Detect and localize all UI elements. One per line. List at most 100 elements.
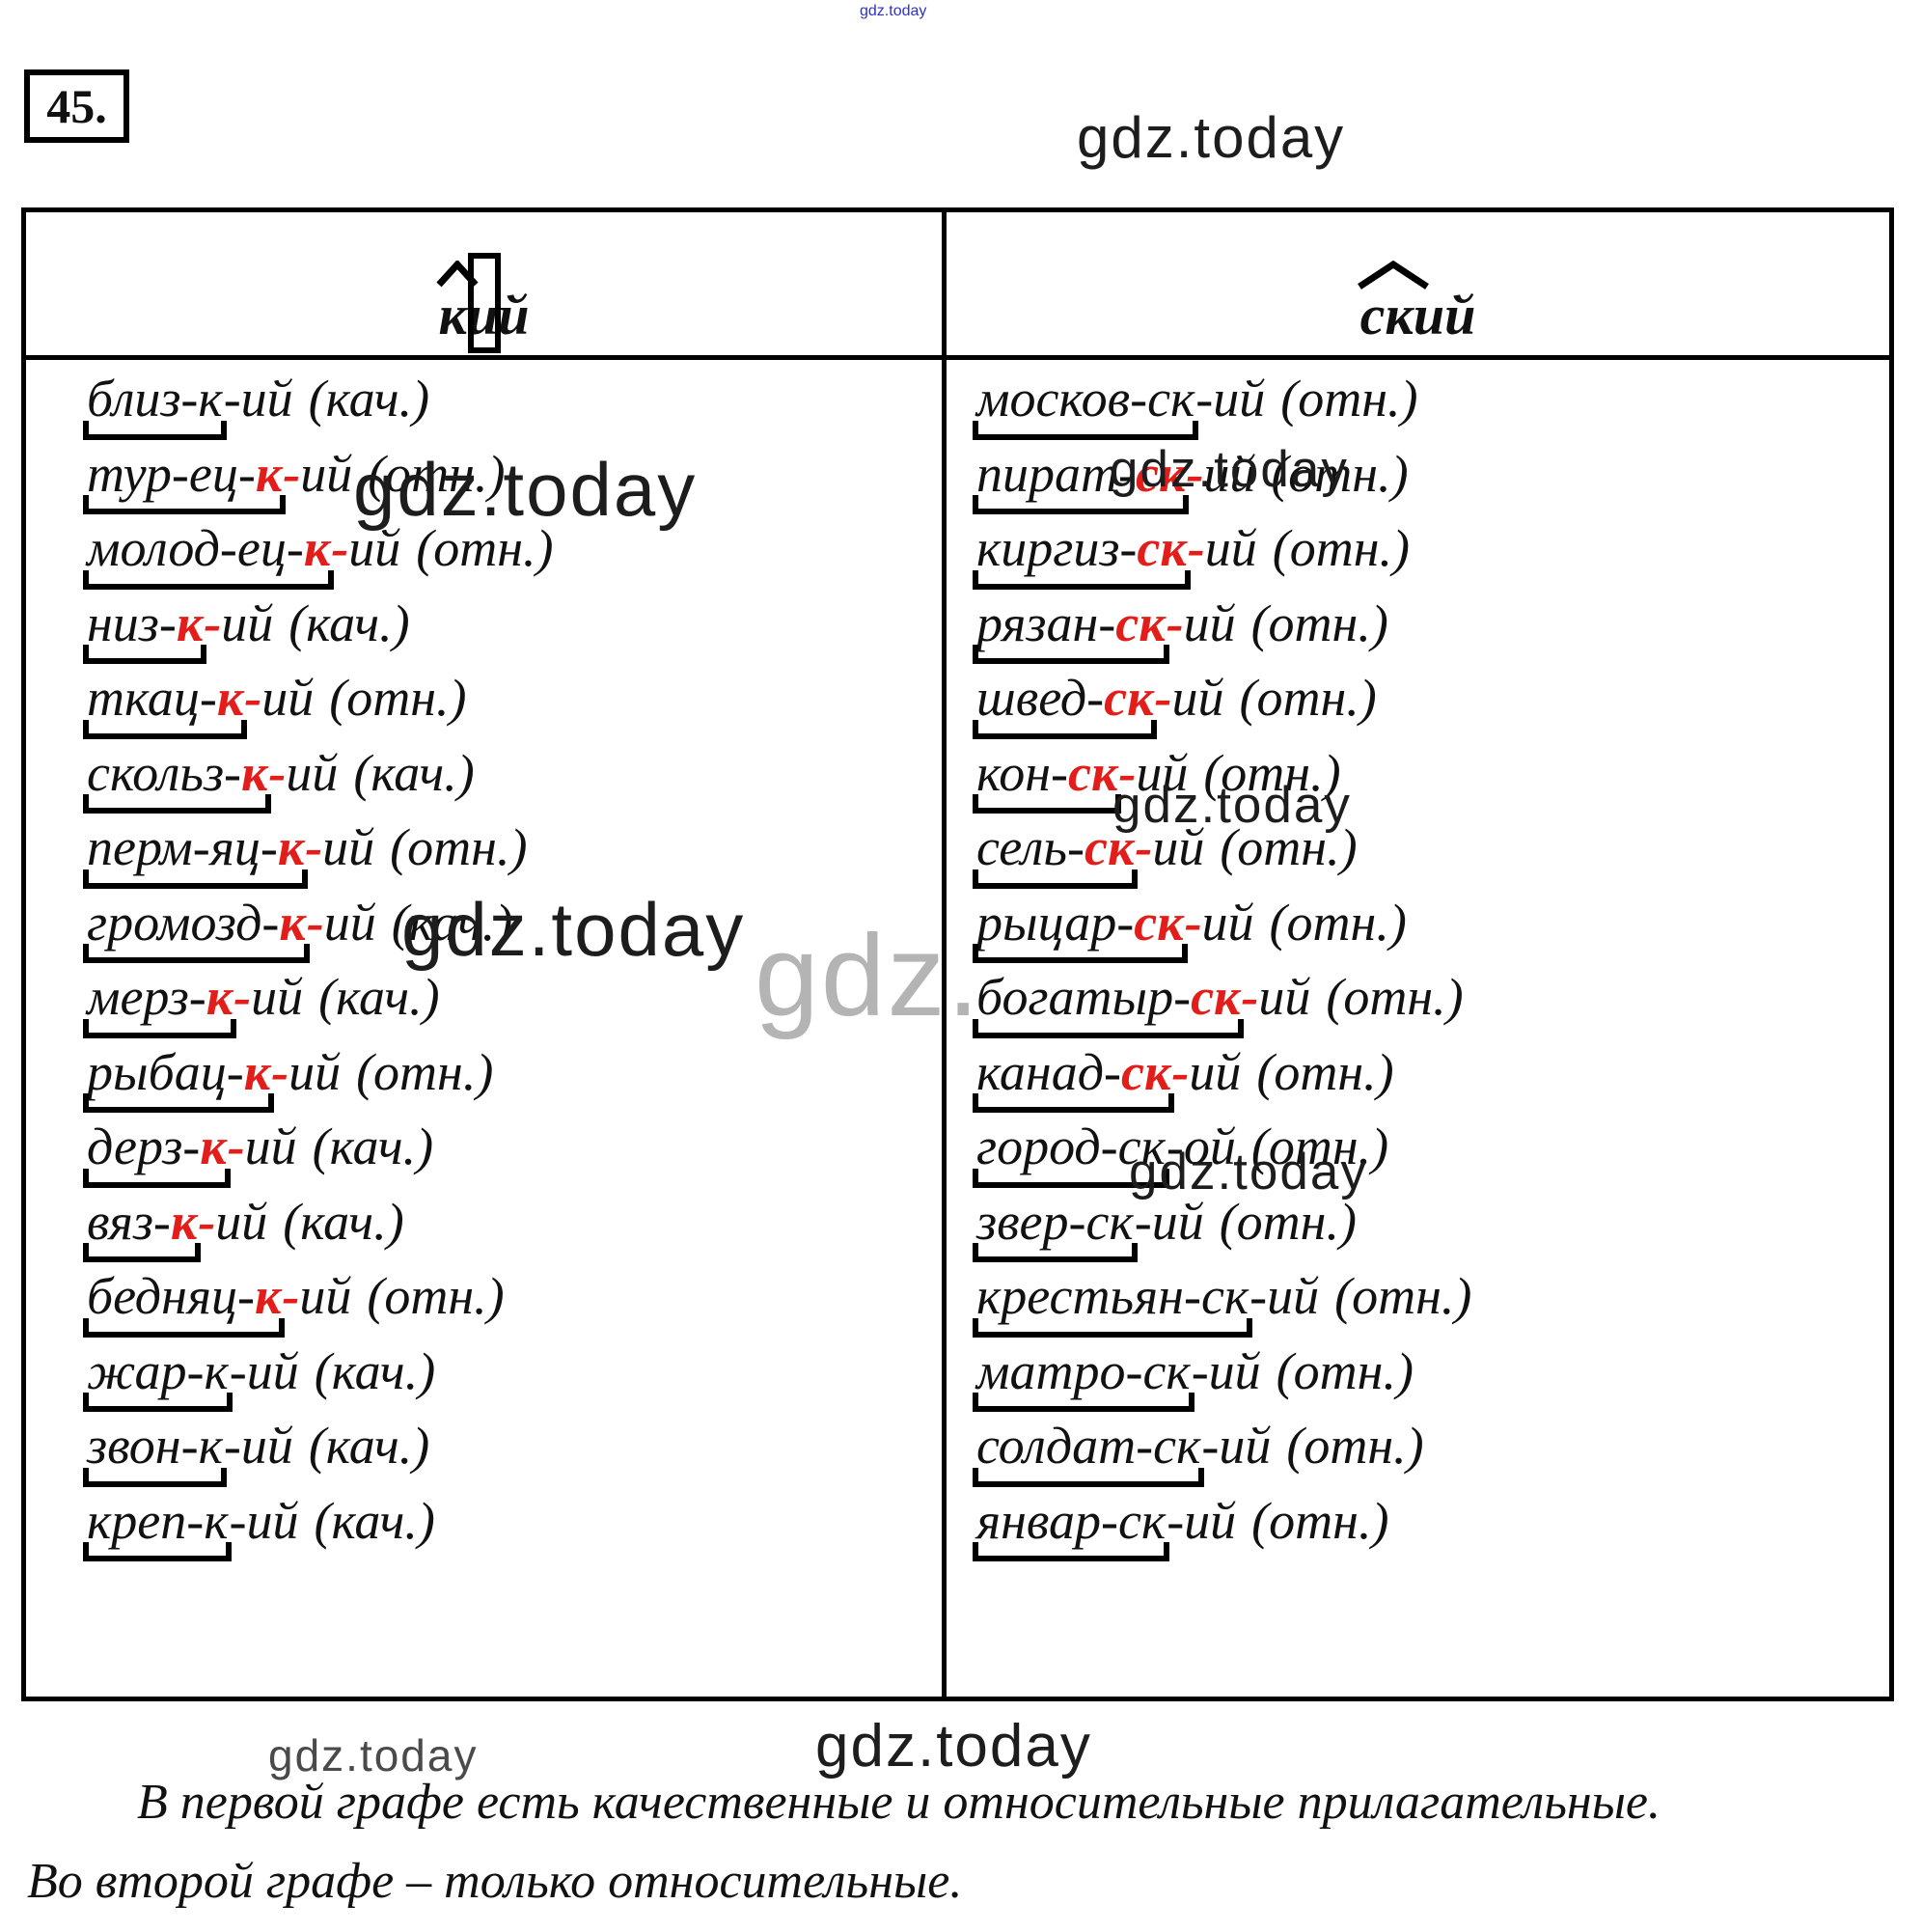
adjective-word: канад-ск-ий <box>972 1042 1241 1113</box>
suffix: ск <box>1067 743 1118 802</box>
suffix: к <box>204 1491 229 1550</box>
missing-glyph-box <box>467 253 501 353</box>
suffix: ск <box>1134 893 1184 952</box>
stem-bracket: звон-к <box>83 1417 227 1487</box>
adjective-type: (отн.) <box>1219 1192 1357 1251</box>
ending: ий <box>1136 743 1189 802</box>
adjective-word: ткац-к-ий <box>82 671 314 739</box>
hyphen: - <box>1166 1118 1184 1175</box>
stem-bracket: бедняц-к <box>82 1267 286 1338</box>
adjective-entry: киргиз-ск-ий (отн.) <box>973 519 1889 596</box>
adjective-type: (отн.) <box>1286 1417 1424 1475</box>
ending: ий <box>251 968 304 1026</box>
adjective-word: перм-яц-к-ий <box>82 818 374 889</box>
ending: ий <box>246 1341 299 1400</box>
adjective-word: пират-ск-ий <box>972 444 1255 514</box>
adjective-entry: скольз-к-ий (кач.) <box>82 743 942 821</box>
hyphen: - <box>198 1192 216 1251</box>
watermark-bottom-center: gdz.today <box>815 1713 1092 1780</box>
stem-bracket: крестьян-ск <box>972 1267 1253 1338</box>
adjective-entry: тур-ец-к-ий (отн.) <box>82 444 942 522</box>
adjective-entry: солдат-ск-ий (отн.) <box>972 1417 1889 1494</box>
stem-bracket: перм-яц-к <box>82 818 309 889</box>
adjective-entry: ткац-к-ий (отн.) <box>82 669 942 746</box>
adjective-entry: низ-к-ий (кач.) <box>82 593 942 672</box>
header-suffix-letter: к <box>438 284 467 346</box>
exercise-number-text: 45. <box>46 79 107 133</box>
adjective-word: солдат-ск-ий <box>972 1419 1271 1487</box>
adjective-type: (отн.) <box>1269 893 1407 952</box>
stem-bracket: вяз-к <box>82 1192 202 1262</box>
suffix: ск <box>1147 370 1195 428</box>
adjective-word: молод-ец-к-ий <box>82 519 400 590</box>
adjective-type: (отн.) <box>1271 444 1409 503</box>
adjective-word: москов-ск-ий <box>972 370 1266 440</box>
adjective-type: (отн.) <box>390 818 528 876</box>
adjective-word: креп-к-ий <box>82 1491 298 1561</box>
adjective-word: город-ск-ой <box>973 1118 1236 1188</box>
ending: ий <box>1151 1192 1204 1251</box>
ending: ий <box>1184 1491 1237 1550</box>
watermark-mid-left-1: gdz.today <box>353 447 698 532</box>
adjective-entry: пират-ск-ий (отн.) <box>972 444 1889 522</box>
adjective-type: (отн.) <box>416 519 554 577</box>
hyphen: - <box>331 519 349 577</box>
adjective-type: (кач.) <box>391 893 513 952</box>
adjective-entry: крестьян-ск-ий (отн.) <box>972 1267 1889 1344</box>
adjective-type: (кач.) <box>312 1118 434 1175</box>
column-header-sk-suffix: ский <box>942 212 1889 355</box>
stem-bracket: жар-к <box>83 1341 233 1412</box>
adjective-entry: москов-ск-ий (отн.) <box>972 370 1889 447</box>
adjective-word: рязан-ск-ий <box>973 593 1236 664</box>
adjective-entry: рязан-ск-ий (отн.) <box>973 593 1889 672</box>
ending: ий <box>300 444 353 503</box>
hyphen: - <box>1135 818 1153 876</box>
adjective-type: (отн.) <box>1239 669 1377 727</box>
adjective-word: близ-к-ий <box>83 372 293 440</box>
table-header-row: кий ский <box>26 212 1889 360</box>
ending: ий <box>286 743 339 802</box>
adjective-type: (отн.) <box>1272 519 1410 577</box>
adjective-type: (отн.) <box>329 669 467 727</box>
suffix: к <box>255 444 283 503</box>
adjective-entry: город-ск-ой (отн.) <box>973 1118 1889 1195</box>
suffix: ск <box>1121 1042 1171 1101</box>
suffix: к <box>200 1118 227 1175</box>
stem-bracket: скольз-к <box>82 743 272 814</box>
hyphen: - <box>306 893 324 952</box>
stem-bracket: москов-ск <box>972 370 1199 440</box>
ending: ий <box>1213 370 1266 428</box>
hyphen: - <box>1171 1042 1190 1101</box>
hyphen: - <box>1187 519 1205 577</box>
ending: ий <box>221 593 274 652</box>
adjectives-table: кий ский близ-к-ий (кач.) тур-ец-к-ий (отн.… <box>21 207 1894 1701</box>
hyphen: - <box>1134 1192 1152 1251</box>
adjective-type: (кач.) <box>318 968 440 1026</box>
adjective-entry: богатыр-ск-ий (отн.) <box>972 968 1889 1045</box>
adjective-type: (отн.) <box>1250 593 1388 652</box>
adjective-word: кон-ск-ий <box>972 743 1189 814</box>
stem-bracket: канад-ск <box>972 1042 1175 1113</box>
adjective-word: январ-ск-ий <box>972 1491 1237 1561</box>
answer-line-2: Во второй графе – только относительные. <box>27 1854 963 1909</box>
adjective-word: рыцар-ск-ий <box>973 893 1254 963</box>
suffix: к <box>198 1417 223 1475</box>
hyphen: - <box>1241 968 1259 1026</box>
ending: ий <box>1152 818 1205 876</box>
adjective-entry: швед-ск-ий (отн.) <box>972 669 1889 746</box>
k-suffix-word: кий <box>435 253 529 353</box>
stem-bracket: пират-ск <box>972 444 1190 514</box>
watermark-top-right: gdz.today <box>1077 105 1346 170</box>
adjective-entry: перм-яц-к-ий (отн.) <box>82 818 942 896</box>
suffix: ск <box>1084 818 1135 876</box>
suffix: ск <box>1115 593 1166 652</box>
ending: ий <box>288 1042 342 1101</box>
adjective-type: (кач.) <box>308 1417 430 1475</box>
suffix: к <box>279 893 306 952</box>
hyphen: - <box>227 1118 245 1175</box>
suffix: ск <box>1117 1118 1166 1175</box>
adjective-entry: мерз-к-ий (кач.) <box>82 968 942 1045</box>
hyphen: - <box>283 444 301 503</box>
stem-bracket: швед-ск <box>972 669 1158 739</box>
adjective-entry: звон-к-ий (кач.) <box>83 1417 942 1494</box>
